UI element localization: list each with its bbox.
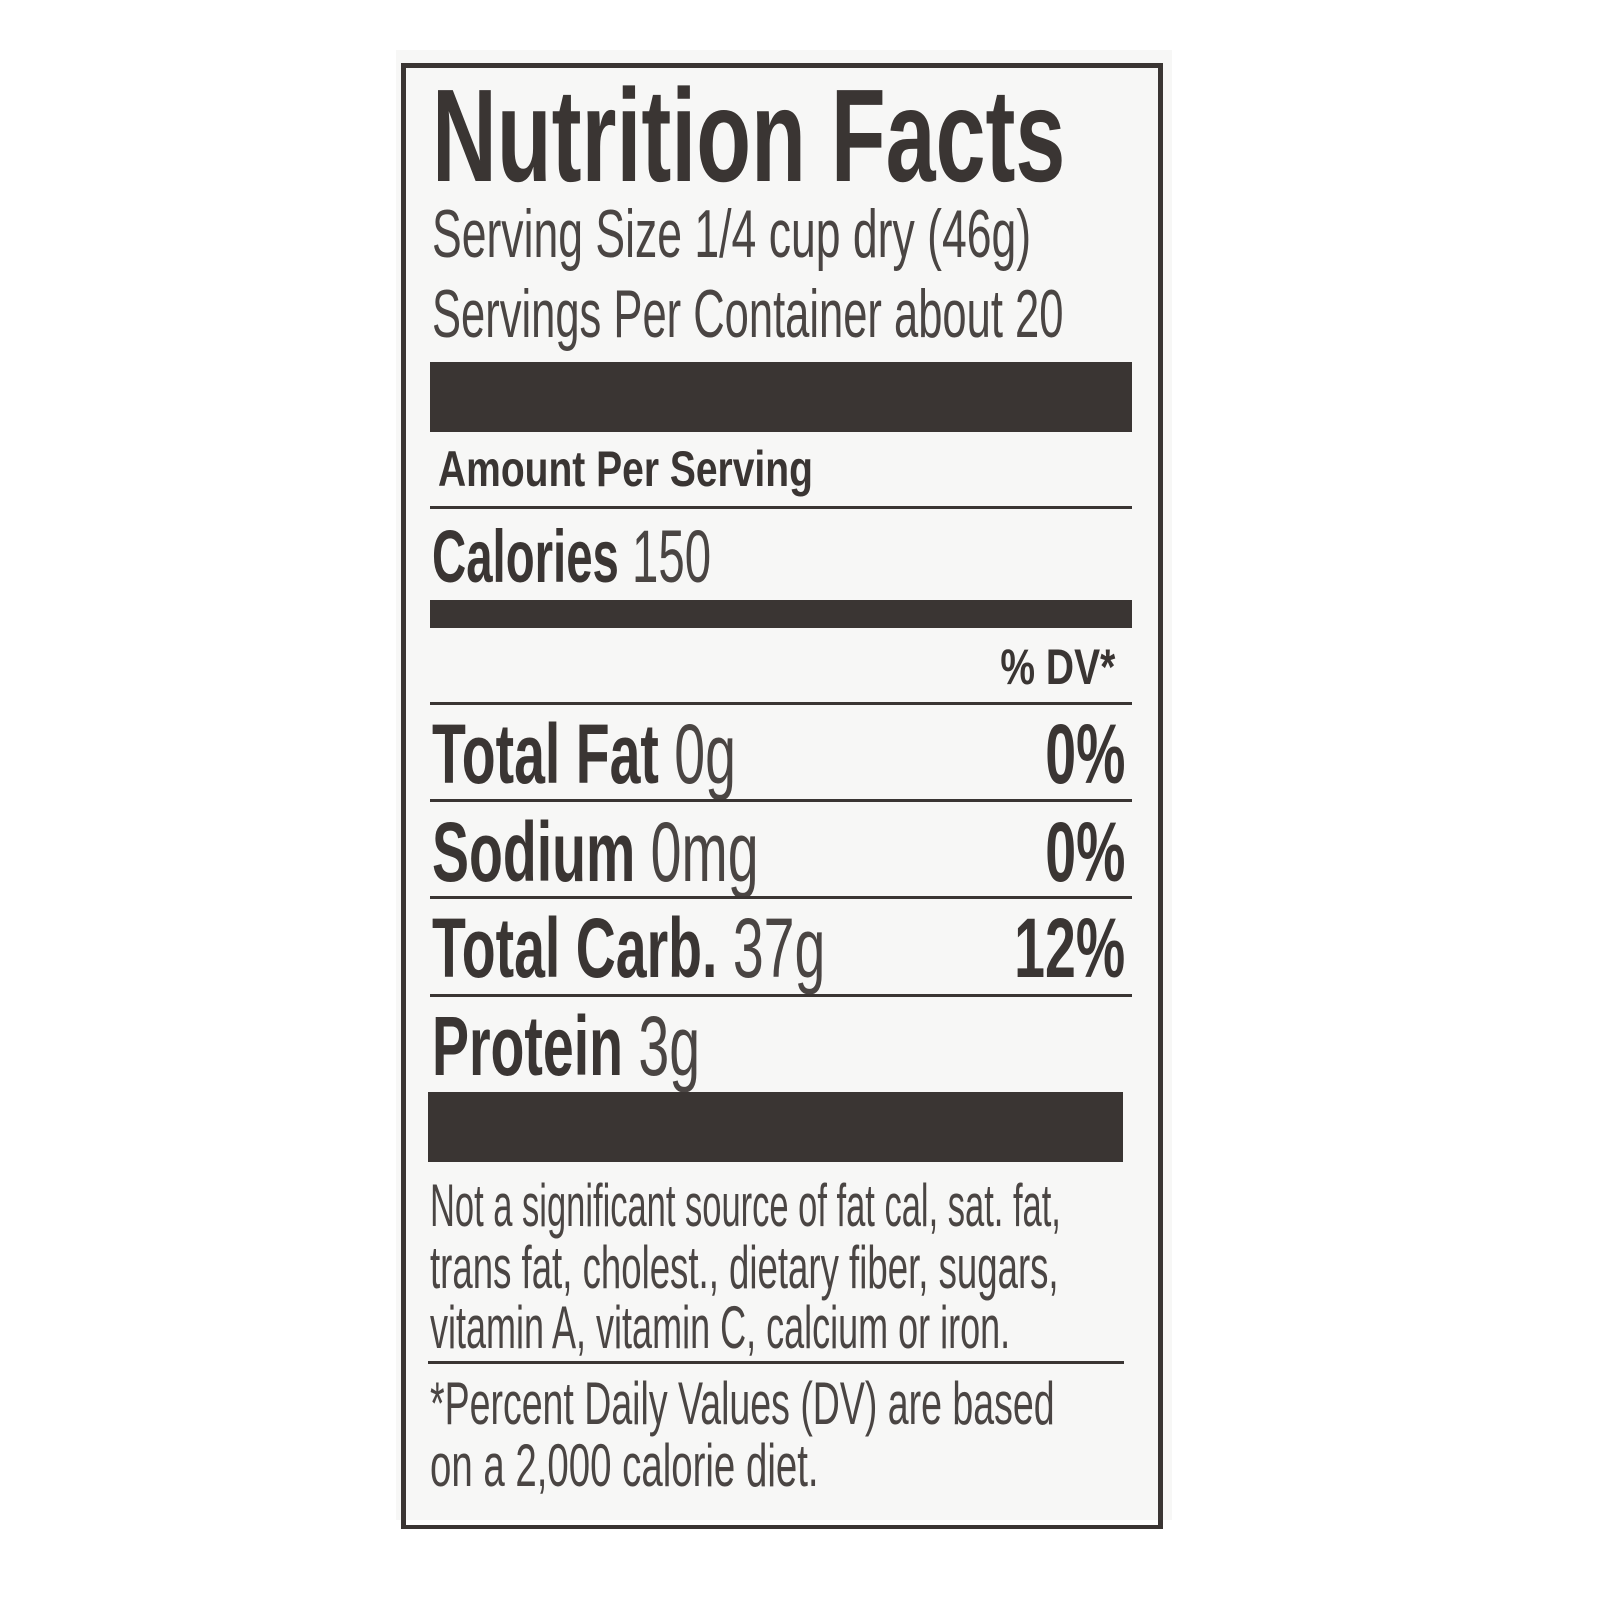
nutrient-amount: 37g	[732, 901, 826, 995]
dv-note-line: on a 2,000 calorie diet.	[430, 1432, 819, 1499]
thin-divider	[428, 1361, 1124, 1364]
medium-divider	[430, 600, 1132, 628]
thin-divider	[430, 702, 1132, 705]
servings-per-container: Servings Per Container about 20	[432, 276, 1064, 352]
footnote-line: trans fat, cholest., dietary fiber, suga…	[430, 1234, 1059, 1301]
label-background	[396, 50, 1172, 1520]
nutrient-dv: 12%	[1014, 901, 1125, 995]
calories-label: Calories	[432, 515, 619, 598]
nutrient-row-total-carb: Total Carb. 37g	[432, 906, 825, 990]
calories-row: Calories 150	[432, 520, 711, 594]
nutrient-amount: 0mg	[650, 805, 759, 899]
calories-value: 150	[632, 515, 712, 598]
thick-divider	[428, 1092, 1123, 1162]
nutrient-row-sodium: Sodium 0mg	[432, 810, 759, 894]
thin-divider	[430, 799, 1132, 802]
nutrition-label-border	[401, 63, 1163, 1529]
thin-divider	[430, 506, 1132, 509]
nutrient-name: Sodium	[432, 805, 636, 899]
nutrient-dv: 0%	[1044, 805, 1125, 899]
nutrient-name: Total Fat	[432, 707, 659, 801]
thin-divider	[430, 896, 1132, 899]
nutrient-amount: 3g	[638, 999, 701, 1093]
label-title: Nutrition Facts	[432, 62, 1066, 209]
nutrient-name: Total Carb.	[432, 901, 718, 995]
nutrient-amount: 0g	[674, 707, 736, 801]
thick-divider	[430, 362, 1132, 432]
dv-note-line: *Percent Daily Values (DV) are based	[430, 1370, 1055, 1437]
footnote-line: vitamin A, vitamin C, calcium or iron.	[430, 1294, 1011, 1361]
nutrient-row-protein: Protein 3g	[432, 1004, 700, 1088]
dv-header: % DV*	[1000, 639, 1115, 695]
nutrient-dv: 0%	[1044, 707, 1125, 801]
footnote-line: Not a significant source of fat cal, sat…	[430, 1172, 1061, 1239]
nutrient-name: Protein	[432, 999, 623, 1093]
thin-divider	[430, 994, 1132, 997]
serving-size: Serving Size 1/4 cup dry (46g)	[432, 196, 1032, 272]
nutrient-row-total-fat: Total Fat 0g	[432, 712, 736, 796]
amount-per-serving: Amount Per Serving	[438, 441, 813, 497]
